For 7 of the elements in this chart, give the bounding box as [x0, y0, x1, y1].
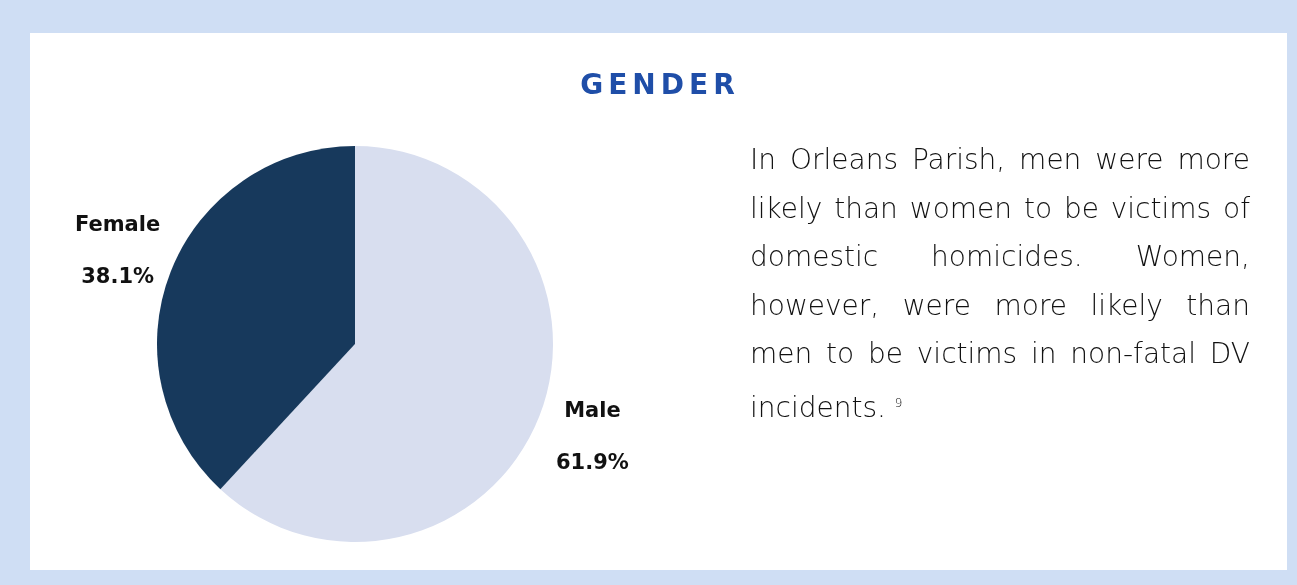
data-label: 61.9%	[555, 450, 629, 475]
pie-slice	[220, 146, 553, 542]
slice-label: Male	[564, 398, 621, 423]
chart-title: GENDER	[579, 68, 741, 101]
text: In Orleans Parish, men were more likely than women to be victims of domestic homicides. Women, however, were more likely than men to be victims in non-fatal DV incidents. $^{9}$	[750, 142, 1250, 426]
slice-label: Female	[75, 211, 161, 236]
data-label: 38.1%	[81, 263, 155, 288]
